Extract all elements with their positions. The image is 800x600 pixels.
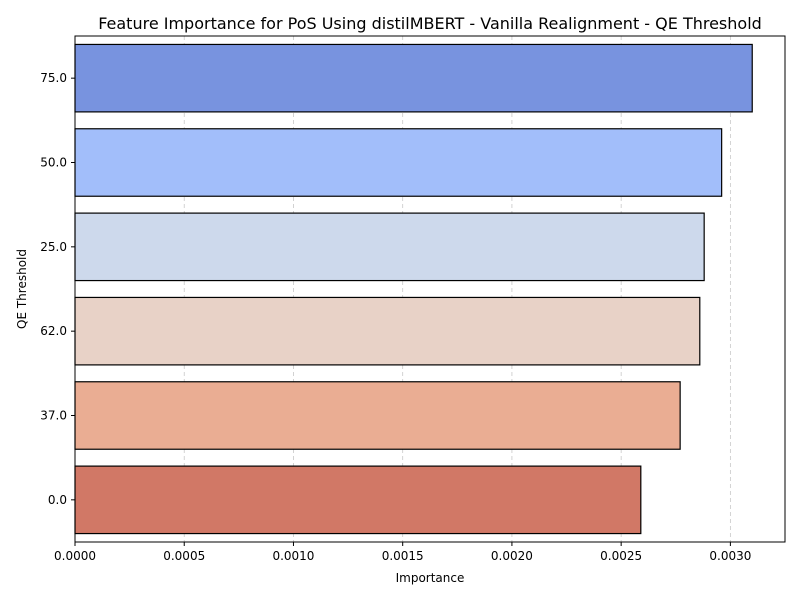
x-axis-title: Importance [396,571,465,585]
x-tick-label: 0.0025 [600,549,642,563]
y-tick-label: 0.0 [48,493,67,507]
x-tick-label: 0.0000 [54,549,96,563]
y-tick-label: 50.0 [40,156,67,170]
bar [74,465,642,535]
bar [74,128,723,197]
x-axis-ticks: 0.0000 0.0005 0.0010 0.0015 0.0020 0.0025 0.00… [54,542,751,563]
x-tick-label: 0.0030 [709,549,751,563]
plot-frame [74,35,786,543]
x-tick-label: 0.0015 [382,549,424,563]
grid-lines [183,36,731,542]
y-tick-label: 37.0 [40,409,67,423]
bar [74,43,753,113]
x-tick-label: 0.0020 [491,549,533,563]
x-tick-label: 0.0005 [163,549,205,563]
bars [74,43,753,535]
y-tick-label: 62.0 [40,324,67,338]
y-axis-ticks: 75.0 50.0 25.0 62.0 37.0 0.0 [40,71,75,507]
y-axis-title: QE Threshold [15,249,29,329]
bar [74,212,705,282]
y-tick-label: 75.0 [40,71,67,85]
bar [74,296,701,366]
bar [74,381,681,450]
y-tick-label: 25.0 [40,240,67,254]
x-tick-label: 0.0010 [272,549,314,563]
chart-title: Feature Importance for PoS Using distilM… [98,14,762,33]
